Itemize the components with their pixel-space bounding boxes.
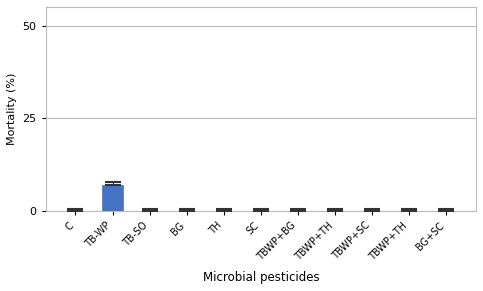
X-axis label: Microbial pesticides: Microbial pesticides (202, 271, 319, 284)
Y-axis label: Mortality (%): Mortality (%) (7, 73, 17, 145)
Bar (102, 185, 123, 211)
